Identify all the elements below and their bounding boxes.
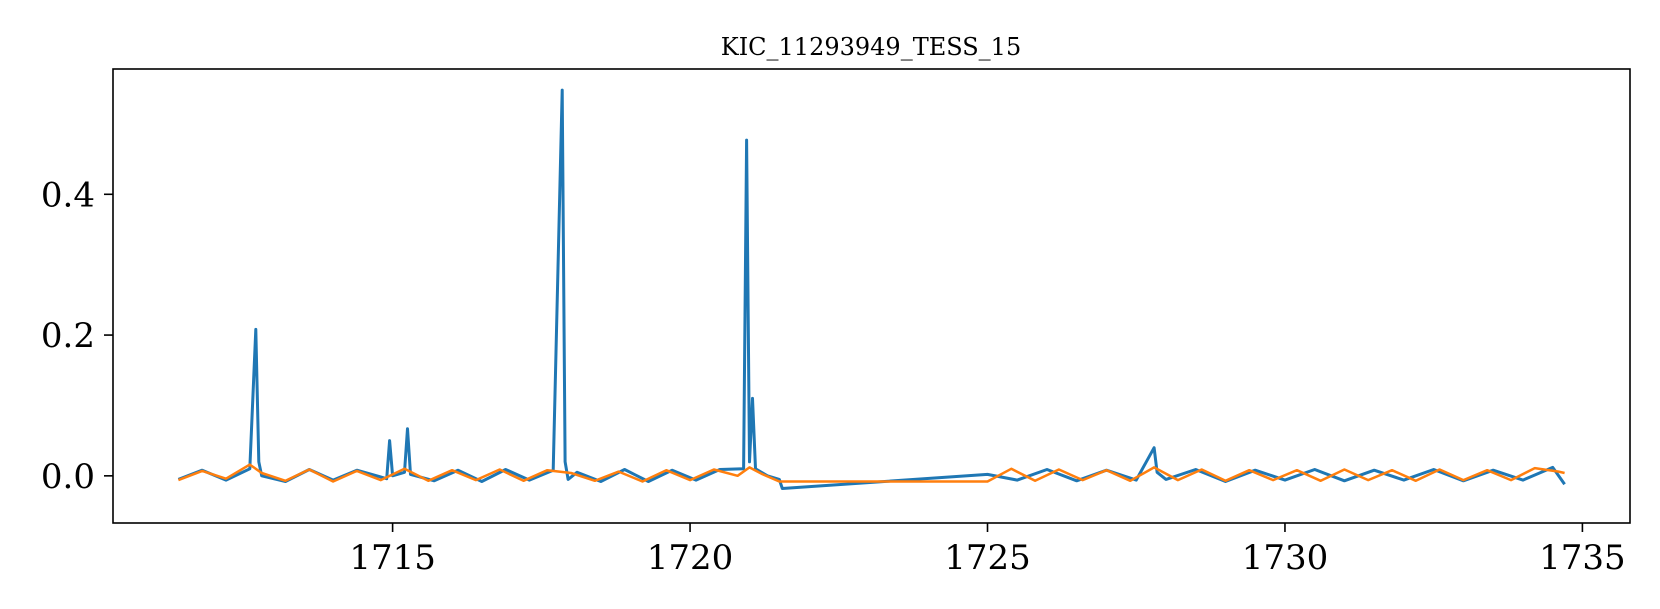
y-tick-label: 0.0 xyxy=(41,457,95,497)
series-layer xyxy=(177,88,1566,490)
plot-frame xyxy=(112,68,1631,524)
x-tick-label: 1735 xyxy=(1539,538,1626,578)
y-tick-label: 0.4 xyxy=(41,175,95,215)
x-tick-label: 1730 xyxy=(1242,538,1329,578)
x-axis: 1715 1720 1725 1730 1735 xyxy=(349,523,1626,578)
chart-title: KIC_11293949_TESS_15 xyxy=(721,33,1021,61)
x-tick-label: 1715 xyxy=(349,538,436,578)
x-tick-label: 1720 xyxy=(647,538,734,578)
series-smoothed-line xyxy=(177,463,1565,483)
x-tick-label: 1725 xyxy=(944,538,1031,578)
y-tick-label: 0.2 xyxy=(41,316,95,356)
y-axis: 0.0 0.2 0.4 xyxy=(41,175,113,497)
series-flux-line xyxy=(177,88,1566,490)
